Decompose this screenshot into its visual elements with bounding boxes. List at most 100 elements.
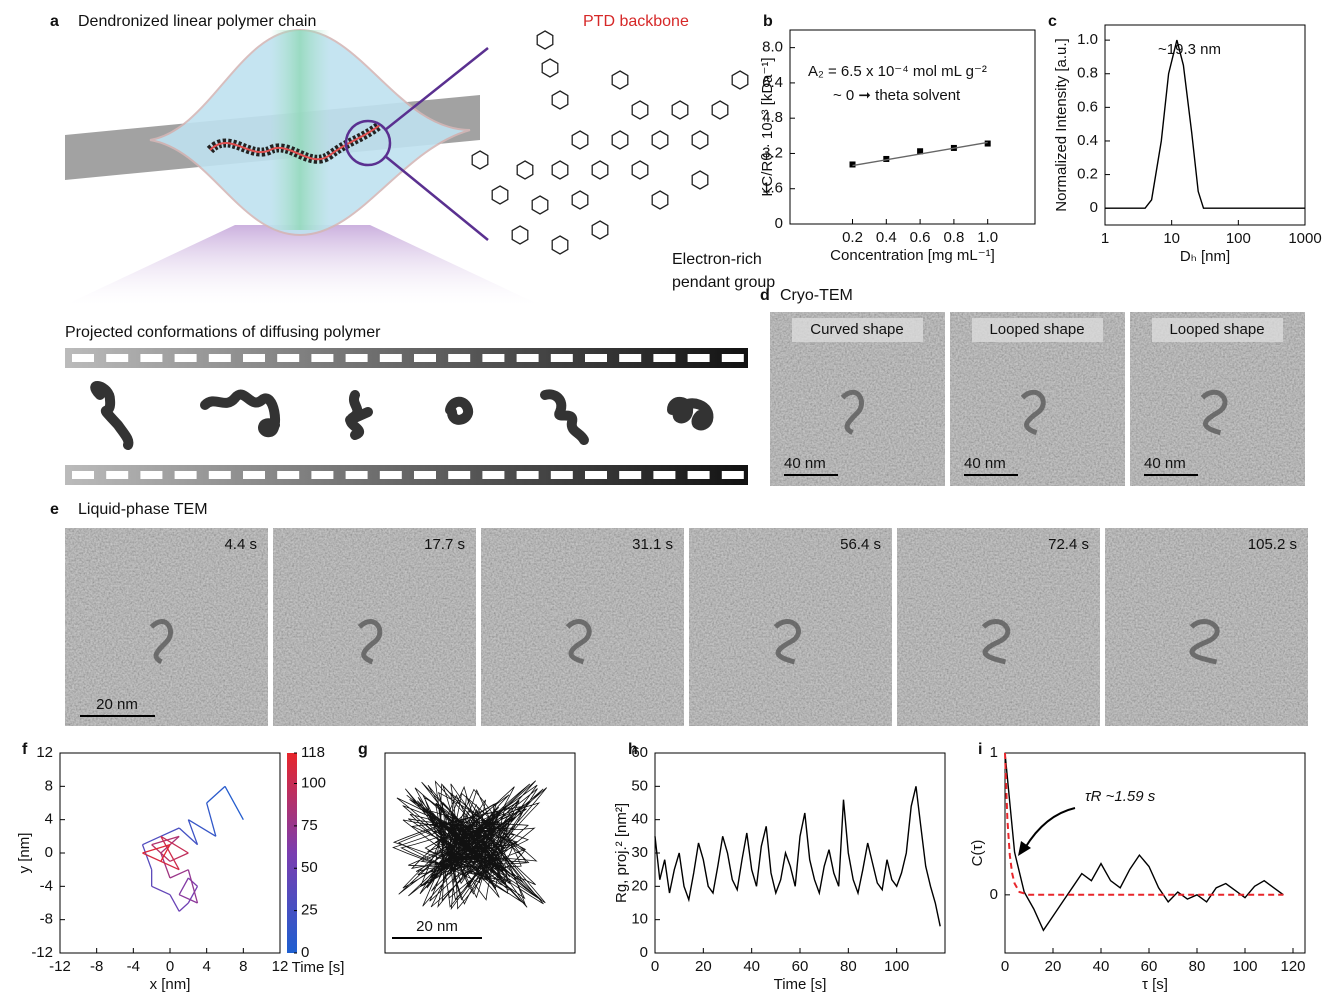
x-tick-label: 100 xyxy=(1232,958,1257,975)
x-tick-label: 1.0 xyxy=(977,229,998,246)
y-axis-label: KC/Rθ · 10⁻³ [kDa⁻¹] xyxy=(759,57,776,196)
x-tick-label: 20 xyxy=(1045,958,1062,975)
scale-label: 40 nm xyxy=(964,455,1006,472)
y-tick-label: 1 xyxy=(990,744,998,761)
y-tick-label: 12 xyxy=(36,744,53,761)
x-tick-label: 80 xyxy=(840,958,857,975)
x-tick-label: 1000 xyxy=(1288,230,1321,247)
perforation xyxy=(688,471,710,479)
perforation xyxy=(380,471,402,479)
panel-letter: c xyxy=(1048,13,1057,30)
x-tick-label: 40 xyxy=(1093,958,1110,975)
trajectory-step xyxy=(179,878,188,895)
plot-frame xyxy=(790,30,1035,224)
perforation xyxy=(688,354,710,362)
x-axis-label: x [nm] xyxy=(150,976,191,993)
line xyxy=(853,142,988,165)
x-tick-label: 0.4 xyxy=(876,229,897,246)
x-tick-label: 40 xyxy=(743,958,760,975)
x-tick-label: 0.6 xyxy=(910,229,931,246)
perforation xyxy=(140,354,162,362)
annotation-arrow xyxy=(1025,808,1075,848)
conformation xyxy=(672,402,708,426)
perforation xyxy=(517,354,539,362)
micrograph-noise xyxy=(273,528,476,726)
trajectory-step xyxy=(225,786,243,819)
perforation xyxy=(311,354,333,362)
x-tick-label: -4 xyxy=(127,958,140,975)
film-perforations xyxy=(72,354,744,479)
annotation: ~ 0 ➞ theta solvent xyxy=(833,87,961,104)
x-tick-label: 60 xyxy=(792,958,809,975)
perforation xyxy=(482,354,504,362)
perforation xyxy=(551,471,573,479)
conformation xyxy=(450,402,468,420)
y-tick-label: 0 xyxy=(1090,199,1098,216)
scale-label: 20 nm xyxy=(416,918,458,935)
y-tick-label: -12 xyxy=(31,944,53,961)
panel-title: Liquid-phase TEM xyxy=(78,501,208,518)
time-label: 17.7 s xyxy=(424,536,465,553)
image-label: Looped shape xyxy=(1169,321,1264,338)
x-tick-label: 0 xyxy=(166,958,174,975)
x-tick-label: 8 xyxy=(239,958,247,975)
conformation xyxy=(350,395,368,435)
backbone-label: PTD backbone xyxy=(583,13,689,30)
panel-title: Dendronized linear polymer chain xyxy=(78,13,316,30)
colorbar-tick-label: 25 xyxy=(301,902,318,919)
x-tick-label: 100 xyxy=(1226,230,1251,247)
y-axis-label: Rg, proj.² [nm²] xyxy=(613,803,630,903)
perforation xyxy=(277,354,299,362)
panel-letter: a xyxy=(50,13,59,30)
x-tick-label: -8 xyxy=(90,958,103,975)
pendant-label: Electron-rich xyxy=(672,251,762,268)
micrograph-noise xyxy=(481,528,684,726)
y-tick-label: 0 xyxy=(640,944,648,961)
x-tick-label: 0.2 xyxy=(842,229,863,246)
y-tick-label: 20 xyxy=(631,877,648,894)
perforation xyxy=(140,471,162,479)
colorbar-tick-label: 50 xyxy=(301,859,318,876)
trajectories xyxy=(393,781,547,909)
colorbar-tick-label: 100 xyxy=(301,774,326,791)
panel-letter: b xyxy=(763,13,773,30)
y-tick-label: 60 xyxy=(631,744,648,761)
perforation xyxy=(653,354,675,362)
point xyxy=(850,161,856,167)
perforation xyxy=(619,471,641,479)
page: {"figure": { "panel_a": {"letter": "a", … xyxy=(0,0,1326,1001)
perforation xyxy=(311,471,333,479)
x-tick-label: 1 xyxy=(1101,230,1109,247)
micrograph-noise xyxy=(689,528,892,726)
y-tick-label: -4 xyxy=(40,877,53,894)
chemical-structure xyxy=(472,31,748,254)
perforation xyxy=(175,354,197,362)
y-tick-label: 8 xyxy=(45,777,53,794)
trajectory-step xyxy=(207,786,225,803)
line xyxy=(655,786,940,926)
panel-letter: i xyxy=(978,741,982,758)
plot-frame xyxy=(655,753,945,953)
x-tick-label: 60 xyxy=(1141,958,1158,975)
y-axis-label: C(τ) xyxy=(969,840,986,867)
colorbar-label: Time [s] xyxy=(292,959,345,976)
perforation xyxy=(517,471,539,479)
perforation xyxy=(414,471,436,479)
x-tick-label: 0.8 xyxy=(943,229,964,246)
panel-a: a Dendronized linear polymer chain PTD b… xyxy=(50,13,775,485)
trajectory-step xyxy=(179,903,188,911)
micrograph-noise xyxy=(897,528,1100,726)
perforation xyxy=(551,354,573,362)
y-tick-label: 0.4 xyxy=(1077,132,1098,149)
image-label: Curved shape xyxy=(810,321,903,338)
perforation xyxy=(72,354,94,362)
perforation xyxy=(209,471,231,479)
y-tick-label: 0.8 xyxy=(1077,65,1098,82)
panel-letter: f xyxy=(22,741,28,758)
electron-beam xyxy=(270,30,330,230)
perforation xyxy=(380,354,402,362)
conformation xyxy=(545,394,584,440)
point xyxy=(985,141,991,147)
scale-label: 40 nm xyxy=(1144,455,1186,472)
